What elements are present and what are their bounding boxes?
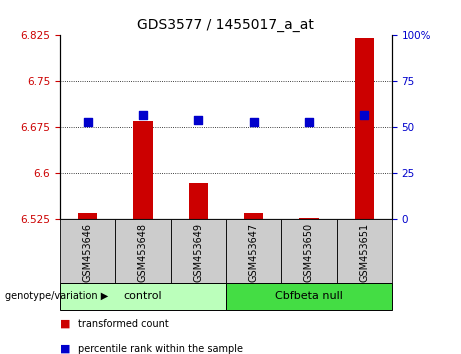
Title: GDS3577 / 1455017_a_at: GDS3577 / 1455017_a_at <box>137 18 314 32</box>
Bar <box>78 213 97 219</box>
Text: ■: ■ <box>60 344 71 354</box>
Text: genotype/variation ▶: genotype/variation ▶ <box>5 291 108 302</box>
Bar <box>281 219 337 283</box>
Point <box>139 112 147 118</box>
Bar <box>60 219 115 283</box>
Bar <box>299 218 319 219</box>
Text: percentile rank within the sample: percentile rank within the sample <box>78 344 243 354</box>
Bar <box>337 219 392 283</box>
Text: GSM453648: GSM453648 <box>138 223 148 282</box>
Point <box>305 119 313 125</box>
Text: transformed count: transformed count <box>78 319 169 329</box>
Bar <box>60 283 226 310</box>
Text: GSM453649: GSM453649 <box>193 223 203 282</box>
Bar <box>355 39 374 219</box>
Bar <box>226 283 392 310</box>
Bar <box>171 219 226 283</box>
Bar <box>244 213 263 219</box>
Bar <box>226 219 281 283</box>
Text: Cbfbeta null: Cbfbeta null <box>275 291 343 302</box>
Bar <box>189 183 208 219</box>
Bar <box>133 121 153 219</box>
Text: control: control <box>124 291 162 302</box>
Point <box>250 119 257 125</box>
Bar <box>115 219 171 283</box>
Text: GSM453651: GSM453651 <box>359 223 369 282</box>
Point <box>195 117 202 123</box>
Point <box>84 119 91 125</box>
Text: GSM453646: GSM453646 <box>83 223 93 282</box>
Point <box>361 112 368 118</box>
Text: GSM453650: GSM453650 <box>304 223 314 282</box>
Text: ■: ■ <box>60 319 71 329</box>
Text: GSM453647: GSM453647 <box>248 223 259 282</box>
